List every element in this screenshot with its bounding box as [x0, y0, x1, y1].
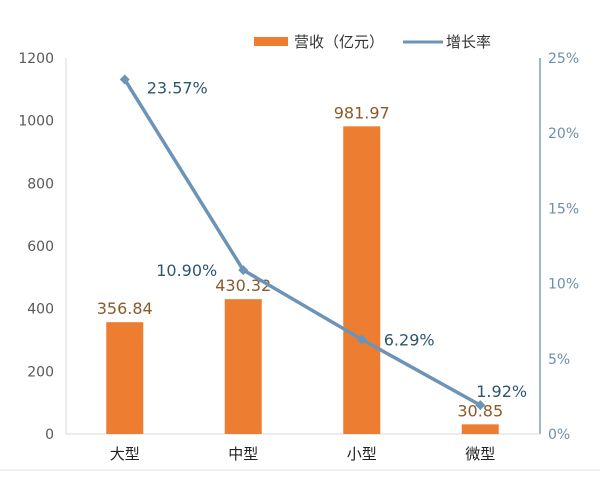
- line-data-label: 23.57%: [147, 79, 208, 98]
- bar-data-label: 30.85: [457, 401, 503, 420]
- bar: [106, 322, 144, 434]
- legend: 营收（亿元） 增长率: [254, 33, 491, 51]
- line-point: [356, 334, 367, 345]
- left-tick-label: 400: [27, 302, 54, 318]
- line-data-label: 6.29%: [384, 330, 435, 349]
- bar: [224, 299, 262, 434]
- legend-bar-swatch: [254, 37, 288, 46]
- right-tick-label: 20%: [548, 126, 579, 142]
- category-label: 中型: [228, 445, 258, 463]
- line-point: [475, 400, 486, 411]
- left-tick-label: 1000: [18, 114, 54, 130]
- left-tick-label: 600: [27, 239, 54, 255]
- right-tick-label: 15%: [548, 201, 579, 217]
- line-data-label: 10.90%: [156, 261, 217, 280]
- legend-line-label: 增长率: [446, 33, 491, 51]
- bar-data-label: 430.32: [215, 276, 271, 295]
- left-tick-label: 200: [27, 364, 54, 380]
- bar: [343, 126, 381, 434]
- right-tick-label: 10%: [548, 277, 579, 293]
- category-label: 小型: [347, 445, 377, 463]
- legend-bar-label: 营收（亿元）: [294, 33, 384, 51]
- bar-data-label: 356.84: [97, 299, 153, 318]
- line-point: [119, 74, 130, 85]
- line-point: [238, 265, 249, 276]
- left-tick-label: 800: [27, 176, 54, 192]
- left-tick-label: 1200: [18, 51, 54, 67]
- bar-data-label: 981.97: [334, 103, 390, 122]
- bar: [461, 424, 499, 434]
- line-data-label: 1.92%: [476, 382, 527, 401]
- category-label: 微型: [465, 445, 495, 463]
- right-tick-label: 5%: [548, 352, 570, 368]
- growth-line: [123, 78, 482, 407]
- left-tick-label: 0: [45, 427, 54, 443]
- right-tick-label: 0%: [548, 427, 570, 443]
- right-tick-label: 25%: [548, 51, 579, 67]
- category-label: 大型: [110, 445, 140, 463]
